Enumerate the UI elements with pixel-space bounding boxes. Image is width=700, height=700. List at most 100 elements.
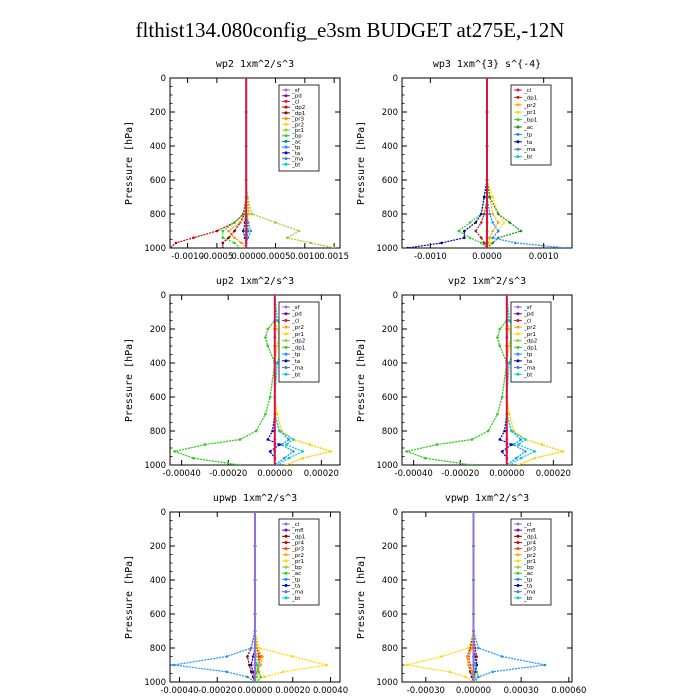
legend-label: _pr1 [523,559,536,565]
series-point [561,450,564,453]
series-point [233,236,236,240]
legend-label: _tp [523,352,533,358]
series-point [524,450,527,453]
y-tick-label: 800 [382,210,398,220]
legend-marker [516,312,520,316]
legend-marker [284,312,288,316]
y-tick-label: 400 [150,142,166,152]
x-tick-label: 0.00060 [551,686,586,696]
legend-marker [516,571,520,575]
legend-marker [284,339,288,343]
x-tick-label: 0.0000 [472,252,502,262]
legend-marker [516,522,520,526]
series-point [491,229,495,233]
series-point [524,438,527,441]
legend-marker [284,584,288,588]
chart-panel-3: up2 1xm^2/s^3 Pressure [hPa] 0 200 400 600 800… [124,276,341,479]
legend-marker [284,151,288,155]
legend-marker [516,577,520,581]
series-point [246,221,250,224]
series-point [510,443,513,446]
series-point [287,438,291,441]
legend-marker [516,110,520,114]
series-line-dp1 [172,295,276,465]
legend-marker [284,590,288,594]
y-tick-label: 400 [382,142,398,152]
series-line-dp2 [172,295,276,465]
series-point [257,663,261,667]
legend-marker [516,325,520,329]
series-line-pr1 [506,295,565,465]
series-point [498,344,502,348]
series-point [278,443,281,446]
legend-marker [516,534,520,538]
legend-label: _tp [291,577,301,583]
series-point [467,663,471,667]
legend-marker [284,534,288,538]
x-tick-label: -0.00020 [198,686,236,696]
legend-label: _mfl [291,528,304,534]
legend-label: _bp1 [523,118,537,124]
series-point [251,655,255,658]
legend-label: _dp2 [291,105,305,111]
panel-title: vpwp 1xm^2/s^3 [445,493,529,504]
x-tick-label: 0.00020 [275,686,310,696]
y-tick-label: 200 [382,325,398,335]
y-tick-label: 600 [150,176,166,186]
legend-label: _dp1 [523,534,537,540]
legend-label: _cl [523,88,532,94]
legend-label: _pr2 [291,325,304,331]
series-group [172,295,333,465]
panel-title: wp3 1xm^{3} s^{-4} [433,59,541,70]
series-point [457,229,461,233]
series-point [468,221,472,224]
legend-marker [284,522,288,526]
legend-label: _pr3 [523,547,537,553]
series-point [477,675,480,679]
legend-label: _pr1 [291,128,304,134]
x-tick-label: -0.00040 [395,469,433,479]
series-point [275,319,279,322]
legend-marker [284,162,288,166]
series-point [491,241,495,245]
series-point [491,236,495,240]
x-tick-label: -0.00020 [441,469,479,479]
y-tick-label: 400 [150,576,166,586]
legend-label: _ma [291,590,303,596]
legend-marker [284,559,288,563]
legend-label: _pr1 [523,332,536,338]
series-point [292,438,295,441]
legend-marker [516,305,520,309]
y-tick-label: 600 [150,393,166,403]
series-point [242,229,245,233]
x-tick-label: -0.0010 [414,252,447,262]
legend-label: _bt [523,155,533,161]
y-tick-label: 0 [161,74,166,84]
legend-label: _ta [291,151,300,157]
x-tick-label: 0.0005 [261,252,291,262]
series-point [500,395,504,399]
y-tick-label: 400 [382,576,398,586]
legend-label: _pd [291,312,302,318]
series-point [491,212,495,216]
series-point [301,456,305,460]
y-axis-label: Pressure [hPa] [356,121,367,205]
series-point [308,443,312,446]
legend-marker [516,359,520,363]
series-point [507,463,511,465]
series-point [246,236,250,240]
series-point [282,670,285,674]
legend-label: _ac [523,125,533,131]
series-point [239,246,242,248]
x-tick-label: 0.0010 [290,252,320,262]
series-point [488,195,492,199]
legend-label: _dp1 [523,95,537,101]
series-point [268,395,272,399]
series-point [533,450,536,453]
legend-marker [516,590,520,594]
series-point [203,443,207,446]
legend-label: _ta [291,359,300,365]
series-point [297,229,301,233]
legend-marker [284,128,288,132]
legend-label: _dp1 [291,111,305,117]
